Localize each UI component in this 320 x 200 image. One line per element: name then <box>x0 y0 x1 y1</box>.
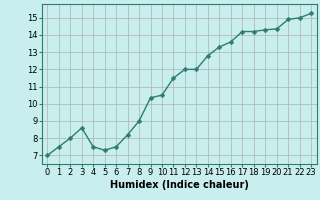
X-axis label: Humidex (Indice chaleur): Humidex (Indice chaleur) <box>110 180 249 190</box>
